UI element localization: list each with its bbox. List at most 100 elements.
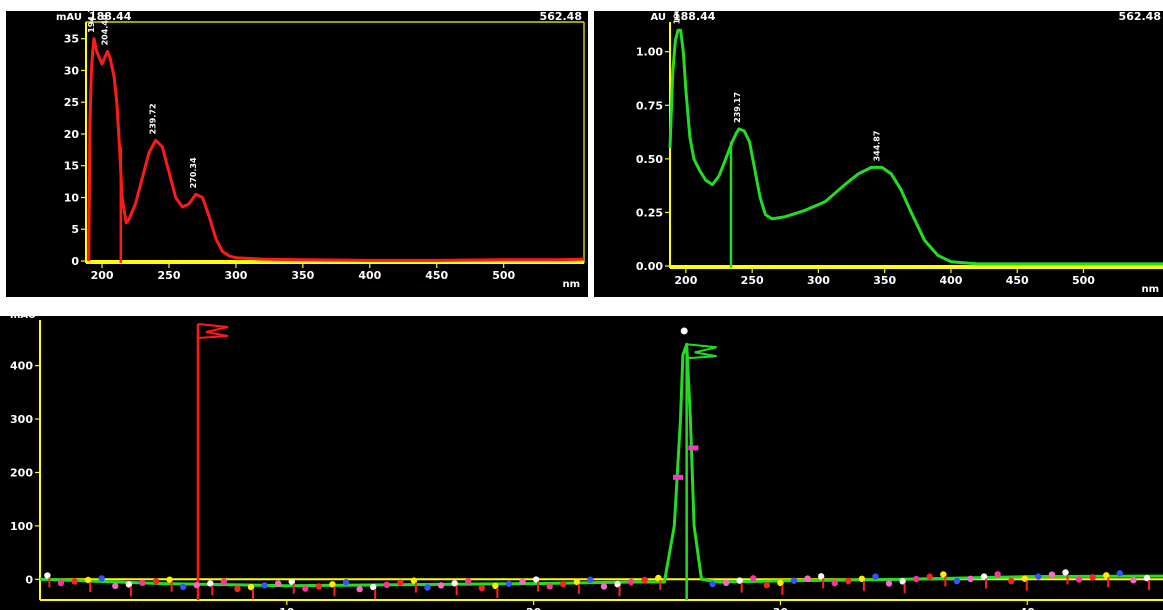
integration-marker (220, 578, 228, 585)
integration-marker (953, 577, 961, 585)
integration-marker (465, 577, 472, 585)
peak-apex-marker (680, 327, 688, 335)
y-axis-unit: mAU (56, 12, 82, 23)
y-tick-label: 0 (71, 255, 79, 268)
peak-label: 204.40 (100, 14, 109, 45)
range-end-label: 562.48 (1119, 11, 1161, 23)
spectrum-line (87, 37, 585, 262)
integration-marker (274, 580, 282, 587)
y-tick-label: 35 (64, 33, 79, 46)
peak-label: 239.17 (733, 92, 742, 123)
integration-marker (112, 582, 119, 590)
integration-marker (858, 575, 866, 583)
integration-marker (1021, 575, 1028, 582)
integration-marker (1035, 573, 1042, 580)
integration-marker (288, 578, 295, 585)
spectrum-line (668, 28, 1163, 266)
integration-marker (926, 573, 933, 580)
peak-label: 239.72 (149, 103, 158, 134)
peak-marker (673, 474, 684, 480)
integration-marker (967, 575, 974, 583)
integration-marker (356, 585, 363, 593)
y-tick-label: 5 (71, 223, 79, 236)
integration-marker (57, 579, 65, 587)
integration-marker (152, 578, 160, 585)
y-tick-label: 30 (64, 64, 80, 77)
integration-marker (546, 583, 553, 590)
integration-marker (763, 581, 771, 589)
integration-marker (587, 576, 594, 583)
integration-marker (492, 582, 499, 590)
integration-marker (1048, 571, 1056, 578)
integration-marker (207, 580, 214, 587)
integration-marker (872, 573, 879, 580)
y-tick-label: 0.50 (636, 153, 663, 166)
x-tick-label: 450 (1006, 274, 1029, 287)
chromatogram-chart: 0 100 200 300 400 10 20 30 40 mAU (10, 316, 1163, 610)
integration-marker (532, 576, 540, 583)
integration-marker (709, 580, 716, 588)
integration-marker (1130, 577, 1137, 584)
integration-marker (885, 580, 893, 587)
integration-marker (655, 574, 662, 582)
uv-spectrum-right-panel: 0.00 0.25 0.50 0.75 1.00 200 250 300 350 400 450 50… (594, 11, 1163, 297)
integration-marker (1143, 574, 1151, 582)
peak-marker (688, 445, 699, 451)
integration-marker (84, 576, 92, 584)
x-tick-label: 350 (291, 269, 314, 282)
marker-flag (197, 323, 229, 339)
integration-marker (519, 578, 526, 585)
integration-marker (166, 576, 173, 583)
integration-marker (736, 577, 743, 584)
chromatogram-panel: 0 100 200 300 400 10 20 30 40 mAU (0, 316, 1163, 610)
peak-label: 194.10 (672, 11, 681, 24)
integration-marker (804, 575, 811, 582)
integration-marker (600, 583, 608, 590)
y-tick-label: 10 (64, 191, 80, 204)
integration-marker (899, 578, 906, 585)
integration-marker (383, 581, 390, 589)
integration-marker (397, 579, 404, 586)
y-tick-label: 20 (64, 128, 80, 141)
x-tick-label: 250 (158, 269, 181, 282)
integration-marker (940, 571, 947, 578)
x-tick-label: 400 (358, 269, 381, 282)
y-tick-label: 0 (25, 573, 33, 586)
integration-marker (329, 581, 336, 588)
y-tick-label: 0.75 (636, 99, 663, 112)
integration-marker (560, 580, 567, 588)
uv-spectrum-left-panel: 0 5 10 15 20 25 30 35 200 250 300 350 400 450 500 mAU nm… (6, 11, 588, 297)
integration-marker (1008, 577, 1015, 585)
integration-marker (505, 580, 513, 587)
y-tick-label: 0.25 (636, 206, 663, 219)
integration-marker (641, 576, 648, 584)
y-tick-label: 100 (10, 520, 33, 533)
integration-marker (139, 579, 146, 587)
integration-marker (193, 581, 200, 589)
y-tick-label: 0.00 (636, 260, 663, 273)
integration-marker (98, 575, 105, 582)
integration-marker (750, 575, 757, 582)
y-tick-label: 15 (64, 160, 79, 173)
integration-marker (424, 584, 431, 591)
x-tick-label: 350 (873, 274, 896, 287)
integration-marker (437, 582, 445, 589)
integration-marker (1089, 574, 1096, 581)
peak-label: 270.34 (189, 157, 198, 188)
y-tick-label: 200 (10, 466, 33, 479)
integration-marker (261, 582, 268, 589)
integration-marker (451, 580, 458, 587)
x-tick-label: 200 (674, 274, 697, 287)
integration-marker (410, 577, 418, 584)
peak-label: 194.10 (87, 11, 96, 33)
x-tick-label: 200 (91, 269, 114, 282)
x-tick-label: 500 (1072, 274, 1095, 287)
marker-flag (686, 343, 717, 360)
range-start-label: 188.44 (673, 11, 716, 23)
x-tick-label: 250 (741, 274, 764, 287)
x-axis-unit: nm (1141, 284, 1159, 295)
uv-spectrum-left-chart: 0 5 10 15 20 25 30 35 200 250 300 350 400 450 500 mAU nm… (56, 11, 585, 290)
integration-marker (831, 580, 838, 587)
integration-marker (234, 585, 241, 593)
integration-marker (912, 575, 920, 583)
